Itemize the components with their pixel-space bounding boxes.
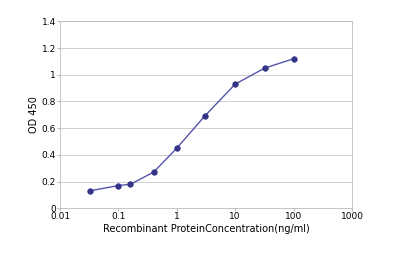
Y-axis label: OD 450: OD 450 — [29, 96, 39, 133]
X-axis label: Recombinant ProteinConcentration(ng/ml): Recombinant ProteinConcentration(ng/ml) — [103, 224, 309, 234]
